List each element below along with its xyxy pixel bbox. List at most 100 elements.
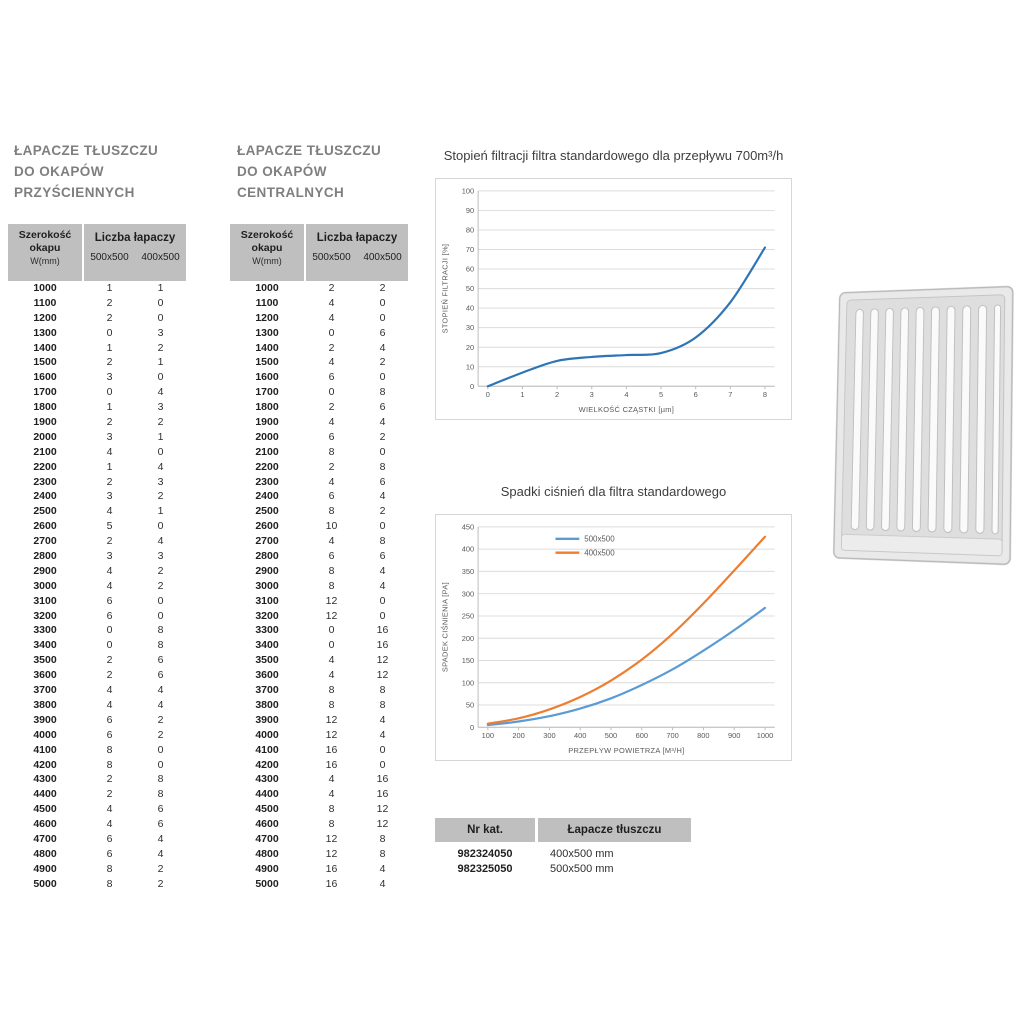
cell: 12 (325, 594, 338, 607)
table-row: 4900 16 4 (230, 862, 408, 877)
cell: 2 (157, 862, 164, 875)
table-row: 3200 12 0 (230, 609, 408, 624)
cell: 4 (328, 296, 335, 309)
table-row: 1400 2 4 (230, 341, 408, 356)
cell: 6 (157, 818, 164, 831)
svg-text:150: 150 (462, 656, 474, 665)
cell: 3 (106, 371, 113, 384)
table-row: 4300 4 16 (230, 772, 408, 787)
cell: 2100 (255, 445, 279, 458)
cell: 3700 (255, 684, 279, 697)
cell: 4 (379, 877, 386, 890)
table-row: 2900 4 2 (8, 564, 186, 579)
cell: 3 (106, 430, 113, 443)
svg-text:50: 50 (466, 701, 474, 710)
cell: 3200 (33, 609, 57, 622)
cell: 2 (379, 505, 386, 518)
svg-text:50: 50 (466, 284, 474, 293)
cell: 6 (106, 832, 113, 845)
table-row: 3300 0 8 (8, 623, 186, 638)
cell: 2 (157, 728, 164, 741)
svg-text:20: 20 (466, 343, 474, 352)
cell: 4 (106, 818, 113, 831)
table-row: 2300 4 6 (230, 475, 408, 490)
cell: 4800 (33, 847, 57, 860)
subheader-400x500: 400x500 (141, 252, 180, 263)
svg-text:5: 5 (659, 390, 663, 399)
cell: 4 (379, 341, 386, 354)
table-row: 3500 4 12 (230, 653, 408, 668)
cell: 12 (325, 832, 338, 845)
table-row: 4800 12 8 (230, 847, 408, 862)
cell: 4900 (255, 862, 279, 875)
table-row: 2600 5 0 (8, 519, 186, 534)
subheader-400x500: 400x500 (363, 252, 402, 263)
cell: 8 (328, 698, 335, 711)
cell: 16 (376, 639, 389, 652)
cell: 2 (106, 356, 113, 369)
svg-text:200: 200 (512, 731, 524, 740)
cell: 0 (328, 639, 335, 652)
cell: 0 (157, 296, 164, 309)
cell: 4 (157, 832, 164, 845)
catalog-table: Nr kat. Łapacze tłuszczu 982324050 400x50… (435, 818, 691, 877)
table-row: 2000 3 1 (8, 430, 186, 445)
table-row: 1500 4 2 (230, 355, 408, 370)
cell: 4 (328, 788, 335, 801)
cell: 0 (379, 445, 386, 458)
cell: 4 (157, 684, 164, 697)
cell: 2000 (33, 430, 57, 443)
cell: 2 (157, 564, 164, 577)
grease-filter-image (830, 286, 1014, 567)
cell: 0 (379, 758, 386, 771)
table-row: 1600 3 0 (8, 370, 186, 385)
cell: 982325050 (457, 863, 513, 875)
svg-text:400: 400 (462, 545, 474, 554)
cell: 2 (106, 535, 113, 548)
cell: 16 (325, 877, 338, 890)
table-row: 3300 0 16 (230, 623, 408, 638)
table-row: 4200 16 0 (230, 758, 408, 773)
cell: 4 (328, 773, 335, 786)
svg-text:40: 40 (466, 304, 474, 313)
table-row: 3000 4 2 (8, 579, 186, 594)
svg-text:700: 700 (666, 731, 678, 740)
cell: 4 (379, 862, 386, 875)
cell: 6 (106, 713, 113, 726)
cell: 12 (325, 728, 338, 741)
cell: 2 (106, 311, 113, 324)
cell: 4500 (255, 803, 279, 816)
cell: 8 (106, 877, 113, 890)
cell: 4 (379, 564, 386, 577)
cell: 500x500 mm (550, 863, 614, 875)
width-column-header: Szerokość okapu W(mm) (8, 224, 82, 281)
cell: 2500 (255, 505, 279, 518)
cell: 3600 (255, 669, 279, 682)
cell: 2400 (33, 490, 57, 503)
cell: 3500 (33, 654, 57, 667)
svg-text:3: 3 (590, 390, 594, 399)
cell: 3 (157, 326, 164, 339)
svg-text:300: 300 (543, 731, 555, 740)
cell: 16 (325, 758, 338, 771)
cell: 2800 (255, 550, 279, 563)
central-hoods-title-line3: CENTRALNYCH (237, 185, 345, 200)
cell: 12 (325, 713, 338, 726)
svg-text:0: 0 (470, 382, 474, 391)
cell: 2900 (33, 564, 57, 577)
table-row: 4100 8 0 (8, 743, 186, 758)
cell: 4600 (33, 818, 57, 831)
cell: 3 (157, 550, 164, 563)
svg-text:6: 6 (694, 390, 698, 399)
table-row: 3600 2 6 (8, 668, 186, 683)
cell: 4200 (33, 758, 57, 771)
cell: 8 (328, 818, 335, 831)
cell: 3900 (33, 713, 57, 726)
cell: 3800 (33, 698, 57, 711)
cell: 3 (157, 401, 164, 414)
table-row: 2700 2 4 (8, 534, 186, 549)
cell: 2000 (255, 430, 279, 443)
central-hoods-title-line2: DO OKAPÓW (237, 164, 327, 179)
cell: 2300 (33, 475, 57, 488)
filtration-chart: 0 10 20 30 40 50 60 70 80 90 100 0 1 2 3 4 5 6 7 8 WIELKOŚĆ … (435, 178, 792, 420)
